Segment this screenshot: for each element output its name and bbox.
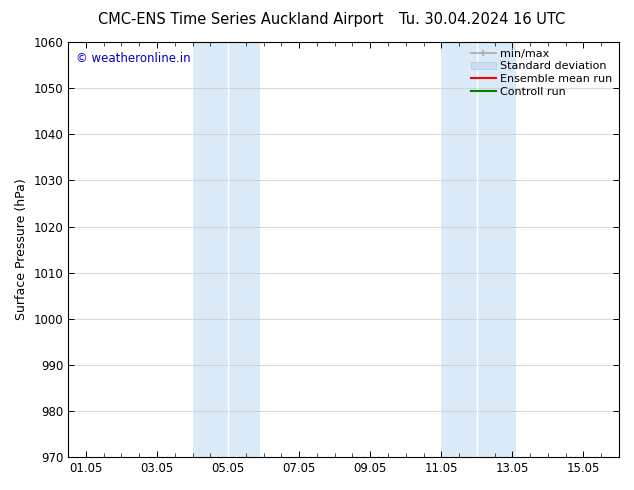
- Bar: [193, 42, 228, 457]
- Text: CMC-ENS Time Series Auckland Airport: CMC-ENS Time Series Auckland Airport: [98, 12, 384, 27]
- Bar: [441, 42, 477, 457]
- Legend: min/max, Standard deviation, Ensemble mean run, Controll run: min/max, Standard deviation, Ensemble me…: [467, 44, 617, 101]
- Y-axis label: Surface Pressure (hPa): Surface Pressure (hPa): [15, 179, 28, 320]
- Bar: [228, 42, 260, 457]
- Text: © weatheronline.in: © weatheronline.in: [77, 52, 191, 66]
- Bar: [477, 42, 516, 457]
- Text: Tu. 30.04.2024 16 UTC: Tu. 30.04.2024 16 UTC: [399, 12, 565, 27]
